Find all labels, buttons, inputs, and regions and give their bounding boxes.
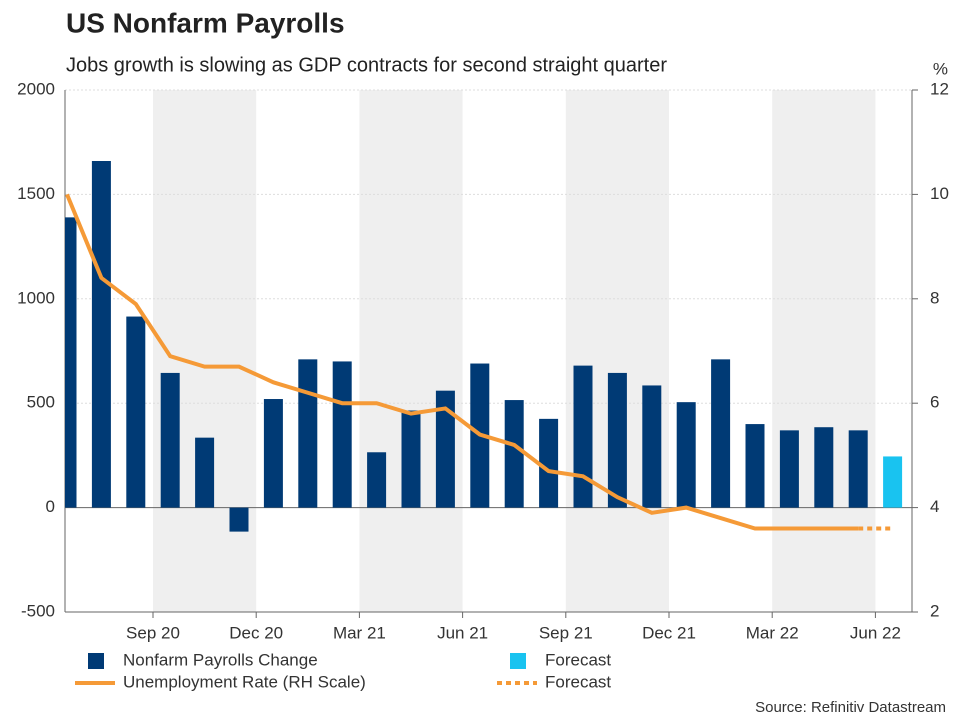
- line: [65, 193, 859, 531]
- quarter-shade: [565, 90, 669, 612]
- bar: [126, 316, 146, 508]
- x-tick-label: Jun 22: [850, 623, 901, 642]
- x-tick-label: Mar 22: [746, 623, 799, 642]
- bar: [607, 372, 627, 508]
- bar: [332, 361, 352, 508]
- bar: [745, 424, 765, 508]
- bar: [229, 507, 249, 532]
- quarter-shade: [772, 90, 876, 612]
- legend-label: Forecast: [545, 650, 611, 669]
- chart-subtitle: Jobs growth is slowing as GDP contracts …: [66, 54, 667, 76]
- y2-axis-label: %: [933, 59, 948, 78]
- bar: [711, 359, 731, 508]
- y-tick-label: 500: [27, 393, 55, 412]
- bar: [298, 359, 318, 508]
- y2-tick-label: 12: [930, 79, 949, 98]
- bar: [401, 410, 421, 508]
- bar: [195, 437, 215, 508]
- bar: [676, 402, 696, 508]
- legend-label: Forecast: [545, 672, 611, 691]
- source: Source: Refinitiv Datastream: [755, 699, 946, 716]
- quarter-shade: [359, 90, 463, 612]
- legend-swatch: [88, 653, 104, 669]
- bar: [779, 430, 799, 508]
- y2-tick-label: 10: [930, 184, 949, 203]
- x-tick-label: Dec 21: [642, 623, 696, 642]
- y-tick-label: 2000: [17, 79, 55, 98]
- x-tick-label: Sep 21: [539, 623, 593, 642]
- x-tick-label: Mar 21: [333, 623, 386, 642]
- bar: [848, 430, 868, 508]
- x-tick-label: Sep 20: [126, 623, 180, 642]
- x-tick-label: Dec 20: [229, 623, 283, 642]
- chart-title: US Nonfarm Payrolls: [66, 7, 345, 38]
- bar: [160, 372, 180, 508]
- y-tick-label: 1000: [17, 288, 55, 307]
- bar: [504, 400, 524, 508]
- x-tick-label: Jun 21: [437, 623, 488, 642]
- legend-swatch: [510, 653, 526, 669]
- y-tick-label: 1500: [17, 184, 55, 203]
- bar: [539, 418, 559, 508]
- bar: [883, 456, 903, 508]
- bar: [573, 365, 593, 508]
- bar: [435, 390, 455, 508]
- bar: [65, 217, 77, 508]
- y2-tick-label: 8: [930, 288, 939, 307]
- bar: [814, 427, 834, 508]
- y-tick-label: -500: [21, 601, 55, 620]
- bar: [642, 385, 662, 508]
- legend-label: Nonfarm Payrolls Change: [123, 650, 318, 669]
- y2-tick-label: 2: [930, 601, 939, 620]
- bar: [91, 160, 111, 508]
- y2-tick-label: 4: [930, 497, 939, 516]
- bar: [263, 399, 283, 508]
- y-tick-label: 0: [46, 497, 55, 516]
- plot-area: [65, 160, 903, 532]
- y2-tick-label: 6: [930, 393, 939, 412]
- bar: [367, 452, 387, 508]
- legend-label: Unemployment Rate (RH Scale): [123, 672, 366, 691]
